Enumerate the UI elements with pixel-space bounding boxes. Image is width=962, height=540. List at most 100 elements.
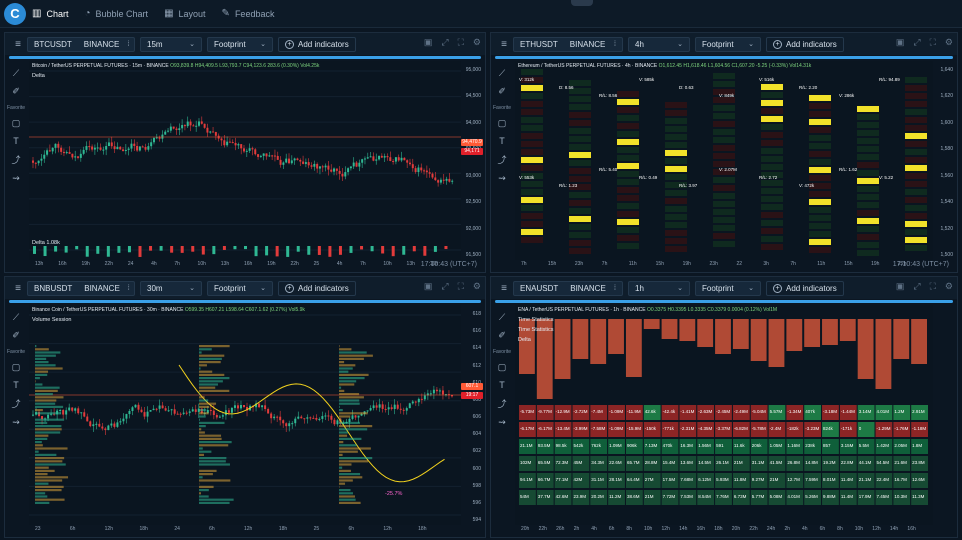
rectangle-icon[interactable]: ▢ — [11, 118, 21, 128]
interval-selector[interactable]: 30m ⌄ — [140, 280, 202, 296]
camera-icon[interactable]: ▣ — [423, 281, 433, 291]
path-icon[interactable]: ⤴ — [497, 155, 507, 165]
text-icon[interactable]: T — [499, 380, 505, 390]
indicator-label[interactable]: Volume Session — [32, 317, 72, 323]
expand-icon[interactable]: ⛶ — [929, 37, 936, 47]
symbol-selector[interactable]: ENAUSDT BINANCE ⁞ — [513, 280, 623, 296]
chart-canvas[interactable]: Binance Coin / TetherUS PERPETUAL FUTURE… — [29, 305, 461, 525]
app-logo[interactable]: C — [4, 2, 26, 25]
rectangle-icon[interactable]: ▢ — [497, 362, 507, 372]
symbol-selector[interactable]: BNBUSDT BINANCE ⁞ — [27, 280, 135, 296]
expand-icon[interactable]: ⛶ — [457, 281, 464, 291]
hamburger-menu-icon[interactable]: ≡ — [501, 38, 507, 50]
gear-icon[interactable]: ⚙ — [472, 281, 481, 291]
indicator-label[interactable]: Time Statistics — [518, 317, 554, 323]
volume-profile-bar — [35, 399, 57, 402]
add-indicators-button[interactable]: + Add indicators — [278, 280, 356, 296]
path-icon[interactable]: ⤴ — [497, 399, 507, 409]
brush-icon[interactable]: ✐ — [498, 330, 506, 340]
indicator-label[interactable]: Delta — [518, 337, 531, 343]
hamburger-menu-icon[interactable]: ≡ — [15, 282, 21, 294]
trend-line-icon[interactable]: ⟋ — [498, 68, 506, 78]
interval-selector[interactable]: 15m ⌄ — [140, 36, 202, 52]
brush-icon[interactable]: ✐ — [12, 330, 20, 340]
candle-body — [290, 160, 293, 164]
rectangle-icon[interactable]: ▢ — [11, 362, 21, 372]
footprint-cell — [761, 132, 783, 138]
fullscreen-icon[interactable]: ⤢ — [913, 281, 921, 291]
text-icon[interactable]: T — [13, 380, 19, 390]
chart-canvas[interactable]: Bitcoin / TetherUS PERPETUAL FUTURES · 1… — [29, 61, 461, 260]
symbol-selector[interactable]: ETHUSDT BINANCE ⁞ — [513, 36, 623, 52]
gear-icon[interactable]: ⚙ — [944, 37, 953, 47]
chart-type-selector[interactable]: Footprint ⌄ — [207, 280, 273, 296]
add-indicators-button[interactable]: + Add indicators — [766, 36, 844, 52]
price-axis[interactable]: 618 616 614 612 610 608 606 604 602 600 598 596 594 — [459, 305, 485, 525]
time-axis[interactable]: 13h 16h 19h 22h 24 4h 7h 10h 13h 16h 19h 22h 25 4h 7h 1… — [29, 261, 459, 271]
indicator-label[interactable]: Delta 1.08k — [32, 240, 60, 246]
footprint-cell — [761, 140, 783, 146]
stat-cell — [893, 422, 911, 437]
stat-cell — [786, 422, 804, 437]
text-icon[interactable]: T — [13, 136, 19, 146]
ray-icon[interactable]: ⇝ — [498, 417, 506, 427]
ray-icon[interactable]: ⇝ — [12, 417, 20, 427]
brush-icon[interactable]: ✐ — [12, 86, 20, 96]
expand-icon[interactable]: ⛶ — [457, 37, 464, 47]
fullscreen-icon[interactable]: ⤢ — [913, 37, 921, 47]
nav-chart[interactable]: ▥ Chart — [32, 8, 68, 19]
footprint-cell — [857, 242, 879, 248]
camera-icon[interactable]: ▣ — [895, 281, 905, 291]
time-axis[interactable]: 7h 15h 23h 7h 11h 15h 19h 23h 22 3h 7h 11h 15h 19h 22h — [515, 261, 931, 271]
camera-icon[interactable]: ▣ — [423, 37, 433, 47]
chart-type-selector[interactable]: Footprint ⌄ — [207, 36, 273, 52]
indicator-label[interactable]: Time Statistics — [518, 327, 554, 333]
price-axis[interactable] — [931, 305, 957, 525]
price-axis[interactable]: 1,640 1,620 1,600 1,580 1,560 1,540 1,520 1,500 — [931, 61, 957, 260]
nav-layout[interactable]: ▦ Layout — [164, 8, 205, 19]
chart-type-selector[interactable]: Footprint ⌄ — [695, 36, 761, 52]
rectangle-icon[interactable]: ▢ — [497, 118, 507, 128]
volume-profile-bar — [35, 345, 37, 348]
volume-profile-bar — [35, 473, 48, 476]
time-axis[interactable]: 20h 22h 26h 2h 4h 6h 8h 10h 12h 14h 16h 18h 20h 22h 24… — [515, 526, 931, 536]
footprint-cell — [569, 120, 591, 126]
brush-icon[interactable]: ✐ — [498, 86, 506, 96]
fullscreen-icon[interactable]: ⤢ — [441, 281, 449, 291]
chart-type-selector[interactable]: Footprint ⌄ — [695, 280, 761, 296]
volume-profile-bar — [339, 361, 345, 364]
add-indicators-button[interactable]: + Add indicators — [766, 280, 844, 296]
interval-selector[interactable]: 1h ⌄ — [628, 280, 690, 296]
time-axis[interactable]: 23 6h 12h 18h 24 6h 12h 18h 25 6h 12h 18h — [29, 526, 459, 536]
text-icon[interactable]: T — [499, 136, 505, 146]
volume-profile-bar — [35, 418, 65, 421]
gear-icon[interactable]: ⚙ — [472, 37, 481, 47]
price-axis[interactable]: 95,00094,50094,00093,50093,00092,50092,0… — [459, 61, 485, 260]
ray-icon[interactable]: ⇝ — [498, 173, 506, 183]
fullscreen-icon[interactable]: ⤢ — [441, 37, 449, 47]
nav-feedback[interactable]: ✎ Feedback — [222, 8, 275, 19]
ohlc-values: O599.35 H607.21 L598.64 C607.1.62 (0.27%… — [184, 307, 305, 313]
ray-icon[interactable]: ⇝ — [12, 173, 20, 183]
candle-body — [48, 150, 51, 152]
chart-canvas[interactable]: ENA / TetherUS PERPETUAL FUTURES · 1h · … — [515, 305, 933, 525]
stat-cell — [768, 422, 786, 437]
hamburger-menu-icon[interactable]: ≡ — [501, 282, 507, 294]
trend-line-icon[interactable]: ⟋ — [498, 312, 506, 322]
expand-icon[interactable]: ⛶ — [929, 281, 936, 291]
add-indicators-button[interactable]: + Add indicators — [278, 36, 356, 52]
gear-icon[interactable]: ⚙ — [944, 281, 953, 291]
path-icon[interactable]: ⤴ — [11, 155, 21, 165]
nav-bubble-chart[interactable]: ◔ Bubble Chart — [84, 8, 148, 19]
indicator-label[interactable]: Delta — [32, 73, 45, 79]
trend-line-icon[interactable]: ⟋ — [12, 68, 20, 78]
trend-line-icon[interactable]: ⟋ — [12, 312, 20, 322]
symbol-selector[interactable]: BTCUSDT BINANCE ⁞ — [27, 36, 135, 52]
path-icon[interactable]: ⤴ — [11, 399, 21, 409]
stat-value: -11.9M — [626, 409, 641, 414]
layout-drag-handle[interactable] — [571, 0, 593, 6]
interval-selector[interactable]: 4h ⌄ — [628, 36, 690, 52]
hamburger-menu-icon[interactable]: ≡ — [15, 38, 21, 50]
camera-icon[interactable]: ▣ — [895, 37, 905, 47]
chart-canvas[interactable]: Ethereum / TetherUS PERPETUAL FUTURES · … — [515, 61, 933, 260]
